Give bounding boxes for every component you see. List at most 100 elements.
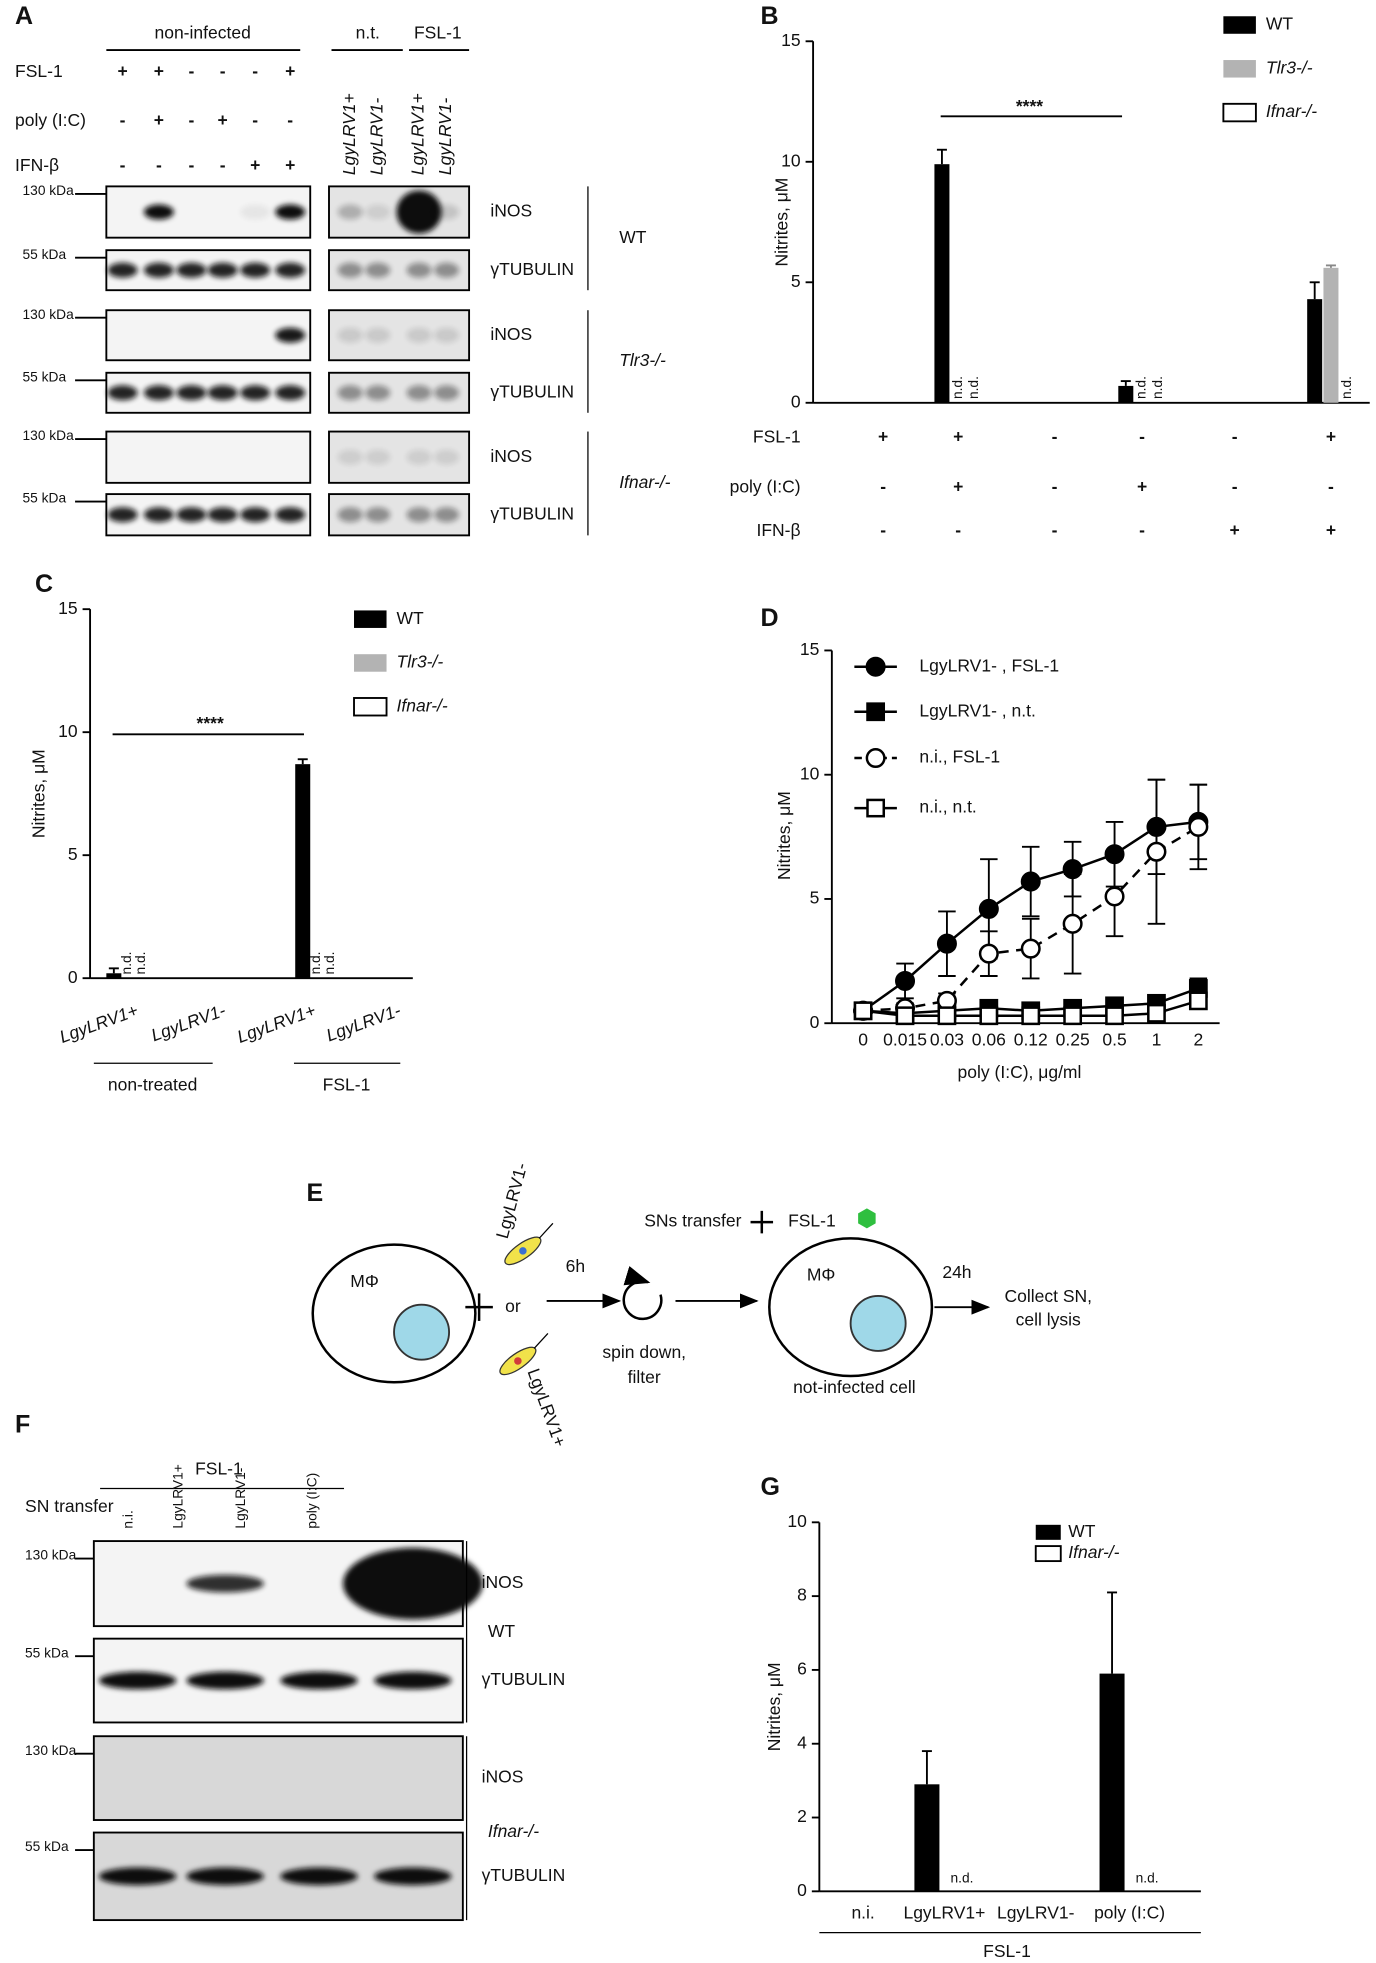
blot-band bbox=[280, 1671, 358, 1690]
treatment-label: poly (I:C) bbox=[15, 110, 86, 130]
x-tick-label: LgyLRV1+ bbox=[234, 1000, 318, 1047]
blot-band bbox=[374, 1867, 452, 1886]
blot-band bbox=[365, 262, 391, 278]
x-tick-label: LgyLRV1- bbox=[148, 1000, 228, 1045]
marker-label: 130 kDa bbox=[25, 1548, 77, 1563]
protein-label: iNOS bbox=[482, 1572, 524, 1592]
blot-band bbox=[240, 262, 271, 278]
legend-label: Tlr3-/- bbox=[397, 652, 444, 672]
value-label: n.d. bbox=[1339, 376, 1354, 399]
x-tick-label: 0.06 bbox=[972, 1029, 1006, 1049]
sign: - bbox=[220, 155, 226, 175]
point bbox=[1021, 1006, 1041, 1026]
collect-label: cell lysis bbox=[1016, 1310, 1081, 1330]
sign: - bbox=[188, 61, 194, 81]
x-axis-label: poly (I:C), μg/ml bbox=[958, 1062, 1082, 1082]
x-tick-label: 0 bbox=[858, 1029, 868, 1049]
sign: + bbox=[285, 155, 295, 175]
sign: - bbox=[220, 61, 226, 81]
blot-band bbox=[434, 507, 460, 523]
legend-label: Tlr3-/- bbox=[1266, 57, 1313, 77]
legend-swatch bbox=[1223, 60, 1256, 78]
legend-label: Ifnar-/- bbox=[1266, 101, 1317, 121]
y-tick-label: 8 bbox=[797, 1585, 807, 1605]
legend-label: Ifnar-/- bbox=[397, 695, 448, 715]
blot-band bbox=[143, 507, 174, 523]
lane-label: LgyLRV1- bbox=[233, 1468, 248, 1529]
genotype-label: WT bbox=[488, 1621, 516, 1641]
protein-label: γTUBULIN bbox=[490, 381, 574, 401]
group-label: FSL-1 bbox=[983, 1941, 1031, 1961]
y-tick-label: 10 bbox=[781, 150, 801, 170]
significance: **** bbox=[1016, 96, 1043, 116]
blot-band bbox=[396, 190, 442, 234]
sign: - bbox=[1052, 520, 1058, 540]
point bbox=[978, 898, 999, 919]
point bbox=[1063, 1006, 1083, 1026]
legend-label: WT bbox=[1266, 14, 1294, 34]
legend-swatch bbox=[354, 610, 387, 628]
blot-band bbox=[275, 507, 306, 523]
stimulus-icon bbox=[858, 1208, 876, 1229]
y-axis-label: Nitrites, μM bbox=[772, 178, 792, 267]
y-tick-label: 6 bbox=[797, 1659, 807, 1679]
treatment-label: FSL-1 bbox=[195, 1458, 243, 1478]
value-label: n.d. bbox=[308, 951, 323, 974]
blot-panel bbox=[92, 1735, 464, 1821]
sign: + bbox=[250, 155, 260, 175]
sign: - bbox=[252, 110, 258, 130]
blot-band bbox=[343, 1547, 483, 1620]
or-label: or bbox=[505, 1296, 521, 1316]
y-tick-label: 4 bbox=[797, 1732, 807, 1752]
y-tick-label: 15 bbox=[58, 598, 77, 618]
legend-label: WT bbox=[1068, 1521, 1096, 1541]
sign: - bbox=[188, 155, 194, 175]
blot-band bbox=[434, 262, 460, 278]
blot-band bbox=[186, 1867, 264, 1886]
cell-label: MΦ bbox=[350, 1271, 379, 1291]
protein-label: iNOS bbox=[490, 446, 532, 466]
transfer-label: SNs transfer bbox=[644, 1211, 741, 1231]
stimulus-label: FSL-1 bbox=[788, 1211, 836, 1231]
blot-band bbox=[207, 507, 238, 523]
value-label: n.d. bbox=[119, 951, 134, 974]
sign: - bbox=[880, 520, 886, 540]
genotype-label: Ifnar-/- bbox=[488, 1821, 539, 1841]
sign: - bbox=[1232, 426, 1238, 446]
condition-label: FSL-1 bbox=[753, 426, 801, 446]
collect-label: Collect SN, bbox=[1004, 1286, 1092, 1306]
flagellum bbox=[533, 1333, 549, 1349]
protein-label: γTUBULIN bbox=[482, 1865, 566, 1885]
sign: - bbox=[287, 110, 293, 130]
sign: - bbox=[1232, 476, 1238, 496]
blot-band bbox=[365, 507, 391, 523]
legend-label: LgyLRV1- , FSL-1 bbox=[919, 655, 1059, 675]
legend-swatch bbox=[354, 654, 387, 672]
blot-band bbox=[275, 204, 306, 220]
blot-band bbox=[240, 507, 271, 523]
blot-band bbox=[434, 327, 460, 343]
lane-label: n.i. bbox=[120, 1510, 135, 1528]
blot-band bbox=[186, 1574, 264, 1593]
sign: - bbox=[156, 155, 162, 175]
bar bbox=[295, 764, 311, 979]
marker-label: 55 kDa bbox=[23, 369, 67, 384]
value-label: n.d. bbox=[1136, 1870, 1159, 1885]
legend-label: n.i., FSL-1 bbox=[919, 747, 1000, 767]
blot-band bbox=[406, 262, 432, 278]
genotype-label: Tlr3-/- bbox=[619, 350, 666, 370]
value-label: n.d. bbox=[966, 376, 981, 399]
blot-band bbox=[337, 262, 363, 278]
lane-label: LgyLRV1+ bbox=[171, 1464, 186, 1528]
legend-label: n.i., n.t. bbox=[919, 797, 976, 817]
genotype-label: WT bbox=[619, 227, 647, 247]
marker-label: 130 kDa bbox=[23, 307, 75, 322]
sign: + bbox=[154, 61, 164, 81]
blot-band bbox=[374, 1671, 452, 1690]
point bbox=[1020, 871, 1041, 892]
sign: + bbox=[1326, 520, 1336, 540]
y-tick-label: 0 bbox=[810, 1012, 820, 1032]
blot-band bbox=[207, 385, 238, 401]
marker-label: 130 kDa bbox=[23, 183, 75, 198]
